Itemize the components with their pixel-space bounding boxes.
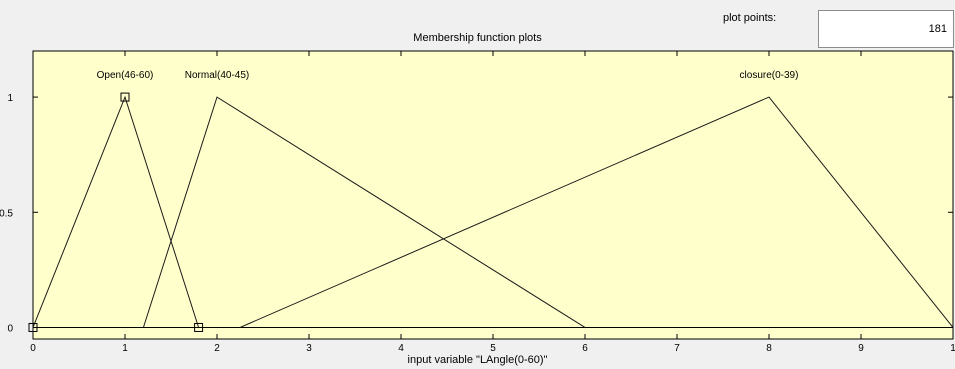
membership-function-label: Normal(40-45) <box>185 70 249 81</box>
plot-title: Membership function plots <box>413 32 542 44</box>
membership-curve <box>239 96 954 328</box>
membership-function-label: closure(0-39) <box>740 70 799 81</box>
plot-points-input[interactable] <box>818 10 954 48</box>
selected-point-marker <box>120 92 130 102</box>
x-tick-label: 2 <box>214 343 220 354</box>
plot-points-label: plot points: <box>723 12 777 24</box>
membership-function-label: Open(46-60) <box>97 70 154 81</box>
x-tick-label: 6 <box>582 343 588 354</box>
y-tick-label: 0.5 <box>0 208 13 219</box>
x-tick-label: 8 <box>766 343 772 354</box>
x-tick-label: 0 <box>30 343 36 354</box>
membership-curve <box>32 95 200 328</box>
x-tick-label: 1 <box>950 343 955 354</box>
y-tick-label: 0 <box>7 323 13 334</box>
x-tick-label: 1 <box>122 343 128 354</box>
x-tick-label: 4 <box>398 343 404 354</box>
x-tick-label: 5 <box>490 343 496 354</box>
plot-area <box>32 50 954 340</box>
selected-point-marker <box>28 322 38 332</box>
x-axis-label: input variable "LAngle(0-60)" <box>407 354 548 366</box>
x-tick-label: 3 <box>306 343 312 354</box>
selected-point-marker <box>194 322 204 332</box>
y-tick-label: 1 <box>7 93 13 104</box>
x-tick-label: 7 <box>674 343 680 354</box>
membership-curve <box>142 96 586 328</box>
x-tick-label: 9 <box>858 343 864 354</box>
